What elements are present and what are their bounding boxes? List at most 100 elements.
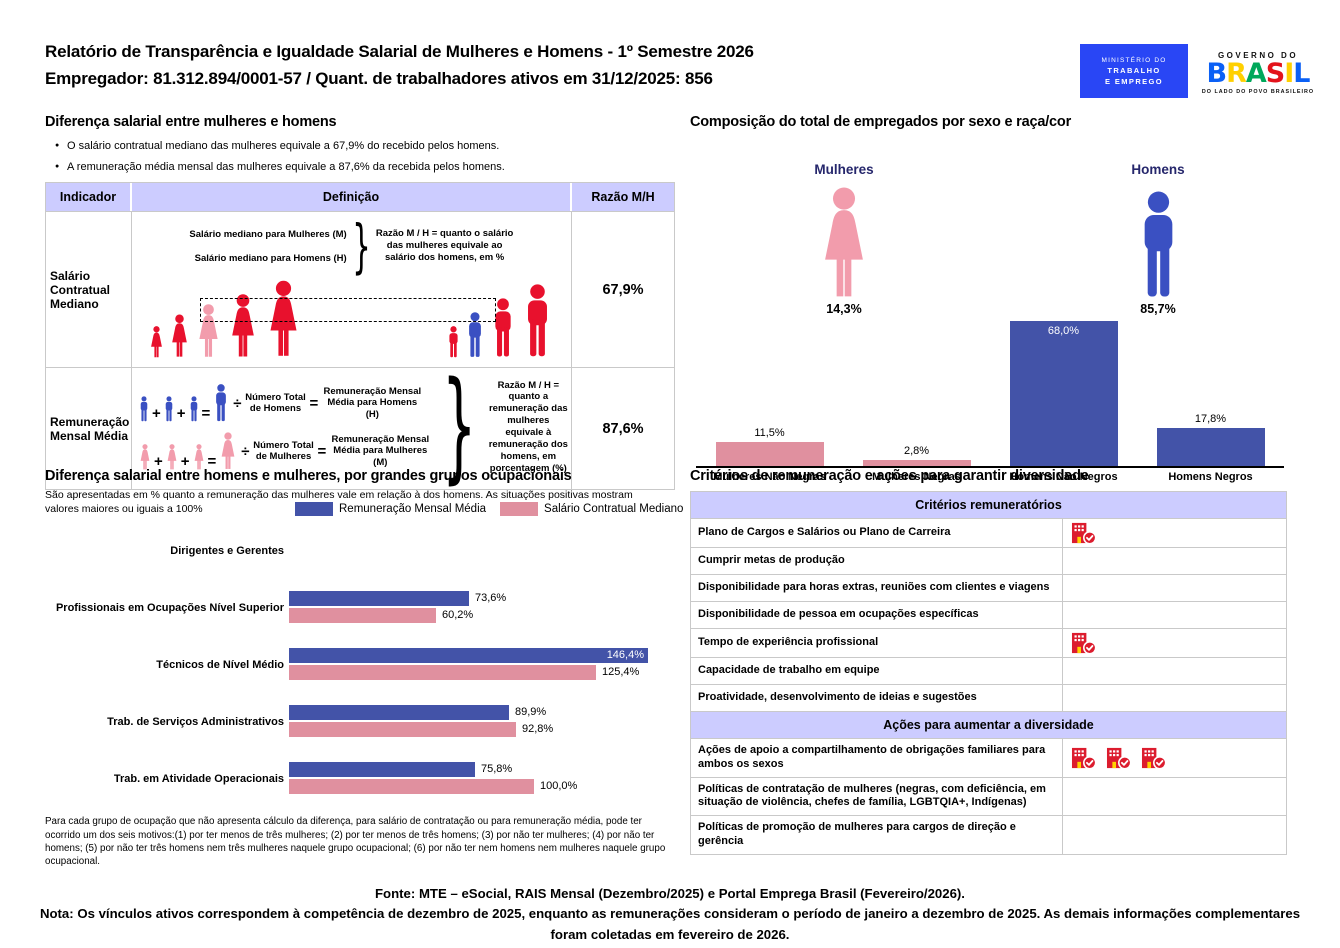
ministry-logo: MINISTÉRIO DO TRABALHO E EMPREGO: [1080, 44, 1188, 98]
equals-sign: =: [207, 453, 217, 470]
column-header-indicador: Indicador: [46, 183, 132, 211]
plus-sign: +: [180, 453, 190, 470]
occupation-bar: [289, 722, 516, 738]
occupation-label: Trab. de Serviços Administrativos: [107, 715, 284, 728]
occupation-row: Trab. de Serviços Administrativos 89,9% 92…: [45, 701, 685, 743]
pay-gap-title: Diferença salarial entre mulheres e home…: [45, 114, 337, 130]
plus-sign: +: [154, 453, 163, 470]
woman-icon: [140, 444, 150, 470]
occupational-bar-chart: Dirigentes e Gerentes Profissionais em Oc…: [45, 530, 685, 800]
equals-sign: =: [201, 405, 211, 422]
occupational-section: Diferença salarial entre homens e mulher…: [45, 468, 685, 868]
occupation-label: Trab. em Atividade Operacionais: [113, 772, 284, 785]
occupation-row: Técnicos de Nível Médio 146,4% 125,4%: [45, 644, 685, 686]
legend-item-salario: Salário Contratual Mediano: [500, 502, 684, 517]
criteria-value: [1063, 658, 1286, 684]
composition-category-label: Mulheres Não Negras: [713, 471, 826, 483]
governo-brasil-logo: GOVERNO DO BRASIL DO LADO DO POVO BRASIL…: [1196, 44, 1320, 102]
men-result-label: Remuneração Mensal Média para Homens (H): [323, 385, 422, 420]
composition-bar: 68,0%: [1009, 321, 1118, 466]
ratio-value: 67,9%: [602, 281, 644, 298]
men-percent: 85,7%: [1140, 302, 1176, 316]
man-highlight-icon: [469, 312, 481, 358]
woman-icon: [232, 294, 254, 357]
occupation-bar: [289, 665, 596, 681]
criteria-title: Critérios de remuneração e ações para ga…: [690, 468, 1089, 484]
ratio-value: 87,6%: [602, 420, 644, 437]
women-summary: Mulheres 14,3%: [764, 162, 924, 316]
pay-gap-bullets: O salário contratual mediano das mulhere…: [55, 140, 675, 173]
bar-value-label: 92,8%: [522, 723, 554, 736]
woman-icon: [764, 185, 924, 299]
definition-cell: + + = ÷ Número Total de Homens = Remuner…: [132, 367, 572, 489]
criteria-value: [1063, 778, 1286, 816]
criteria-value: [1063, 575, 1286, 601]
women-formula-line: + + = ÷ Número Total de Mulheres = Remun…: [138, 432, 431, 470]
criteria-label: Políticas de promoção de mulheres para c…: [691, 816, 1063, 854]
divide-sign: ÷: [233, 394, 242, 412]
woman-icon: [172, 314, 187, 357]
composition-bar: [715, 442, 824, 466]
legend-swatch-blue: [295, 502, 333, 517]
table-row-remuneracao-media: Remuneração Mensal Média + + =: [46, 367, 674, 489]
composition-summary: Mulheres 14,3% Homens 85,7%: [690, 130, 1290, 318]
brasil-letter: A: [1245, 58, 1267, 89]
criteria-label: Capacidade de trabalho em equipe: [691, 658, 1063, 684]
men-summary: Homens 85,7%: [1078, 162, 1238, 316]
plus-sign: +: [176, 405, 186, 422]
brasil-letter: I: [1284, 58, 1294, 89]
criteria-section: Critérios de remuneração e ações para ga…: [690, 468, 1287, 855]
occupation-label: Técnicos de Nível Médio: [156, 658, 284, 671]
pay-gap-table: Indicador Definição Razão M/H Salário Co…: [45, 182, 675, 490]
pay-gap-section: Diferença salarial entre mulheres e home…: [45, 114, 675, 490]
indicator-label: Remuneração Mensal Média: [46, 368, 132, 489]
company-check-icon: [1141, 747, 1167, 770]
criteria-value: [1063, 629, 1286, 657]
criteria-label: Disponibilidade de pessoa em ocupações e…: [691, 602, 1063, 628]
occupation-bars: 75,8% 100,0%: [289, 762, 685, 796]
occupation-bar: 146,4%: [289, 648, 648, 664]
report-subtitle: Empregador: 81.312.894/0001-57 / Quant. …: [45, 69, 713, 89]
chart-legend: Remuneração Mensal Média Salário Contrat…: [295, 502, 685, 517]
man-icon: [1144, 191, 1172, 297]
median-dashed-box: [200, 298, 496, 323]
men-formula-line: + + = ÷ Número Total de Homens = Remuner…: [138, 384, 431, 422]
company-check-icon: [1071, 522, 1097, 545]
criteria-label: Políticas de contratação de mulheres (ne…: [691, 777, 1063, 815]
legend-label: Salário Contratual Mediano: [544, 503, 684, 516]
occupation-row: Trab. em Atividade Operacionais 75,8% 100,…: [45, 758, 685, 800]
definition-formula: Salário mediano para Mulheres (M) Salári…: [132, 212, 571, 275]
bar-value-label: 146,4%: [606, 649, 644, 662]
man-icon: [495, 298, 511, 357]
report-title: Relatório de Transparência e Igualdade S…: [45, 42, 754, 61]
criteria-label: Cumprir metas de produção: [691, 548, 1063, 574]
women-label: Mulheres: [814, 162, 874, 177]
occupation-bars: 146,4% 125,4%: [289, 648, 685, 682]
woman-icon: [221, 432, 235, 469]
bar-value-label: 2,8%: [903, 445, 930, 457]
report-header: Relatório de Transparência e Igualdade S…: [45, 38, 1045, 92]
criteria-value: [1063, 685, 1286, 711]
women-percent: 14,3%: [826, 302, 862, 316]
median-women-label: Salário mediano para Mulheres (M): [189, 228, 347, 240]
divide-sign: ÷: [241, 442, 250, 460]
criteria-label: Proatividade, desenvolvimento de ideias …: [691, 685, 1063, 711]
men-figures-group: [446, 284, 555, 358]
criteria-value: [1063, 739, 1286, 777]
pay-gap-table-header: Indicador Definição Razão M/H: [46, 183, 674, 211]
criteria-value: [1063, 816, 1286, 854]
man-icon: [140, 396, 148, 422]
plus-sign: +: [152, 405, 161, 422]
men-sum-figures: + + =: [138, 384, 230, 422]
man-icon: [449, 326, 458, 358]
brasil-letter: L: [1293, 58, 1310, 89]
brasil-wordmark: BRASIL: [1206, 58, 1310, 89]
criteria-row: Capacidade de trabalho em equipe: [691, 657, 1286, 684]
brasil-letter: B: [1206, 58, 1227, 89]
median-labels: Salário mediano para Mulheres (M) Salári…: [189, 229, 346, 264]
occupational-subtitle: São apresentadas em % quanto a remuneraç…: [45, 489, 633, 516]
company-check-icon: [1106, 747, 1132, 770]
composition-category-label: Mulheres Negras: [872, 471, 961, 483]
median-men-label: Salário mediano para Homens (H): [194, 252, 347, 264]
